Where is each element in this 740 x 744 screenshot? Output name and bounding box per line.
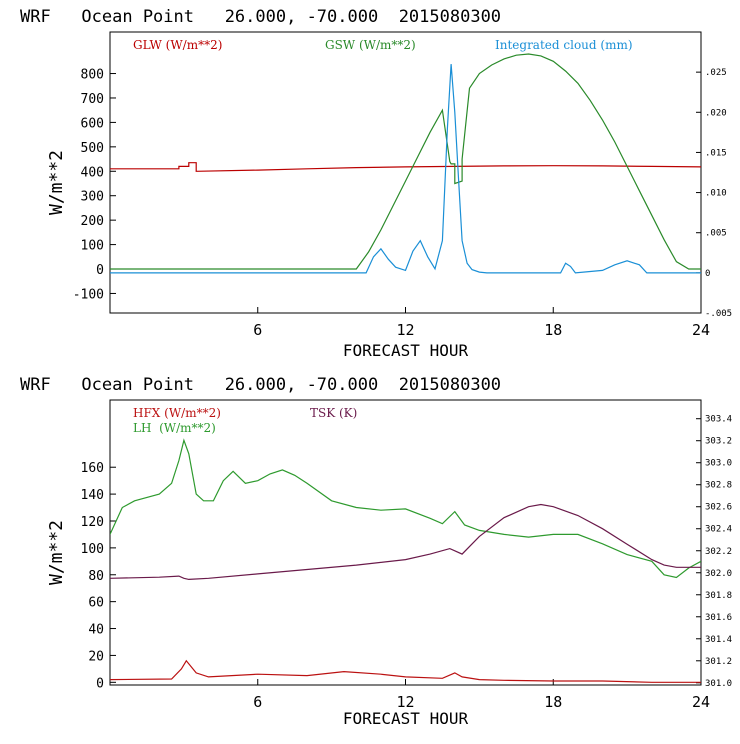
chart2-y2tick-label: 301.0 (705, 679, 732, 689)
chart1-xlabel: FORECAST HOUR (343, 341, 469, 360)
chart1-y2tick-label: .010 (705, 189, 727, 199)
chart2-legend-tsk: TSK (K) (310, 406, 357, 420)
chart2-y2tick-label: 303.0 (705, 459, 732, 469)
chart2-ytick-label: 140 (81, 488, 104, 503)
chart1-y2tick-label: -.005 (705, 309, 732, 319)
chart1-ytick-label: 0 (96, 263, 104, 278)
chart2-legend-hfx: HFX (W/m**2) (133, 406, 221, 420)
chart1-series-gsw-line (110, 53, 701, 270)
chart1-xtick-label: 6 (253, 321, 262, 339)
chart1-ylabel: W/m**2 (46, 150, 67, 215)
chart1-ytick-label: 700 (81, 92, 104, 107)
chart2-ytick-label: 100 (81, 542, 104, 557)
chart1-xtick-label: 18 (544, 321, 562, 339)
chart2-series-tsk-line (110, 503, 701, 581)
chart2-y2tick-label: 303.4 (705, 415, 732, 425)
chart2-y2tick-label: 301.8 (705, 591, 732, 601)
chart2-y2tick-label: 302.0 (705, 569, 732, 579)
chart2-xtick-label: 18 (544, 693, 562, 711)
chart2-ylabel: W/m**2 (46, 520, 67, 585)
chart1-y2tick-label: .020 (705, 108, 727, 118)
chart1-y2tick-label: .015 (705, 148, 727, 158)
chart1-panel: WRF Ocean Point 26.000, -70.000 20150803… (20, 7, 732, 360)
chart2-y2tick-label: 302.8 (705, 481, 732, 491)
chart2-legend-lh: LH (W/m**2) (133, 421, 216, 435)
chart2-y2tick-label: 302.2 (705, 547, 732, 557)
chart2-y2tick-label: 302.4 (705, 525, 732, 535)
chart2-series-lh-line (110, 438, 701, 579)
chart1-ytick-label: 800 (81, 68, 104, 83)
chart2-panel: WRF Ocean Point 26.000, -70.000 20150803… (20, 375, 732, 728)
chart2-ytick-label: 20 (88, 649, 104, 664)
chart1-legend-integrated: Integrated cloud (mm) (495, 38, 633, 52)
chart1-ytick-label: 100 (81, 239, 104, 254)
chart2-ytick-label: 60 (88, 596, 104, 611)
chart2-ytick-label: 40 (88, 623, 104, 638)
chart2-y2tick-label: 301.4 (705, 635, 732, 645)
chart2-xtick-label: 12 (396, 693, 414, 711)
chart1-title: WRF Ocean Point 26.000, -70.000 20150803… (20, 7, 501, 27)
chart1-ytick-label: 600 (81, 116, 104, 131)
chart1-y2tick-label: .005 (705, 229, 727, 239)
chart1-xtick-label: 12 (396, 321, 414, 339)
chart2-ytick-label: 120 (81, 515, 104, 530)
chart2-y2tick-label: 303.2 (705, 437, 732, 447)
chart2-xtick-label: 6 (253, 693, 262, 711)
chart1-series-glw-line (110, 162, 701, 172)
chart2-xtick-label: 24 (692, 693, 710, 711)
chart2-ytick-label: 80 (88, 569, 104, 584)
chart1-legend-gsw: GSW (W/m**2) (325, 38, 416, 52)
chart2-y2tick-label: 301.6 (705, 613, 732, 623)
chart1-ytick-label: 500 (81, 141, 104, 156)
chart1-y2tick-label: .025 (705, 68, 727, 78)
chart2-y2tick-label: 301.2 (705, 657, 732, 667)
chart2-series-hfx-line (110, 659, 701, 683)
chart2-title: WRF Ocean Point 26.000, -70.000 20150803… (20, 375, 501, 395)
chart2-ytick-label: 160 (81, 461, 104, 476)
chart1-ytick-label: -100 (73, 287, 104, 302)
chart2-y2tick-label: 302.6 (705, 503, 732, 513)
chart1-series-integrated-line (110, 64, 701, 274)
chart2-xlabel: FORECAST HOUR (343, 709, 469, 728)
chart1-ytick-label: 300 (81, 190, 104, 205)
chart1-ytick-label: 400 (81, 165, 104, 180)
chart1-y2tick-label: 0 (705, 269, 710, 279)
chart1-legend-glw: GLW (W/m**2) (133, 38, 222, 52)
chart1-xtick-label: 24 (692, 321, 710, 339)
chart1-ytick-label: 200 (81, 214, 104, 229)
chart2-ytick-label: 0 (96, 676, 104, 691)
